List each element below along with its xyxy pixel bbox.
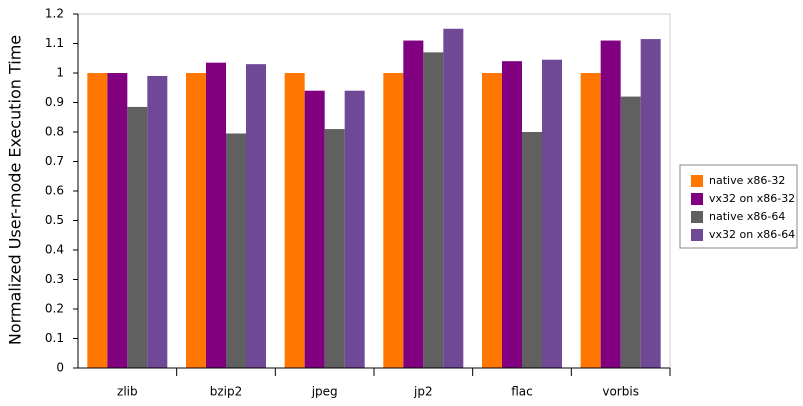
legend-swatch [691,211,703,223]
bar [600,40,621,369]
y-tick-label: 0.4 [45,243,64,257]
y-tick-label: 0.1 [45,331,64,345]
bar [87,73,108,368]
bar [482,73,502,368]
legend-swatch [691,175,703,187]
x-tick-label: flac [511,385,533,399]
x-tick-label: jpeg [311,385,338,399]
y-tick-label: 0.8 [45,125,64,139]
x-tick-label: zlib [117,385,138,399]
legend-swatch [691,193,703,205]
bar [226,133,246,368]
bar [206,62,226,369]
y-tick-label: 0.3 [45,272,64,286]
y-tick-label: 0 [56,361,64,375]
bar [246,64,266,369]
bar [284,73,305,368]
bar [443,28,464,368]
y-tick-label: 1.1 [45,36,64,50]
bar [127,106,148,369]
y-tick-label: 0.9 [45,95,64,109]
x-tick-label: vorbis [602,385,639,399]
x-tick-label: bzip2 [210,385,243,399]
bar [147,75,168,368]
bar [304,90,325,368]
legend-label: vx32 on x86-64 [709,228,795,241]
y-tick-label: 1.2 [45,7,64,21]
y-axis-label: Normalized User-mode Execution Time [6,35,25,345]
bar [423,52,444,368]
legend-label: native x86-32 [709,174,785,187]
bar [324,129,345,368]
y-tick-label: 1 [56,66,64,80]
bar [580,73,601,368]
legend-swatch [691,229,703,241]
bar [344,90,365,368]
bar [542,59,562,368]
bar [107,73,128,368]
bar [186,73,206,368]
y-tick-label: 0.6 [45,184,64,198]
bar [522,132,542,368]
legend-label: vx32 on x86-32 [709,192,795,205]
y-tick-label: 0.5 [45,213,64,227]
bar [383,73,404,368]
bar [620,96,641,368]
y-tick-label: 0.2 [45,302,64,316]
legend-label: native x86-64 [709,210,785,223]
y-tick-label: 0.7 [45,154,64,168]
bar [403,40,424,369]
bar [502,61,522,368]
x-tick-label: jp2 [413,385,433,399]
bar [640,39,661,368]
